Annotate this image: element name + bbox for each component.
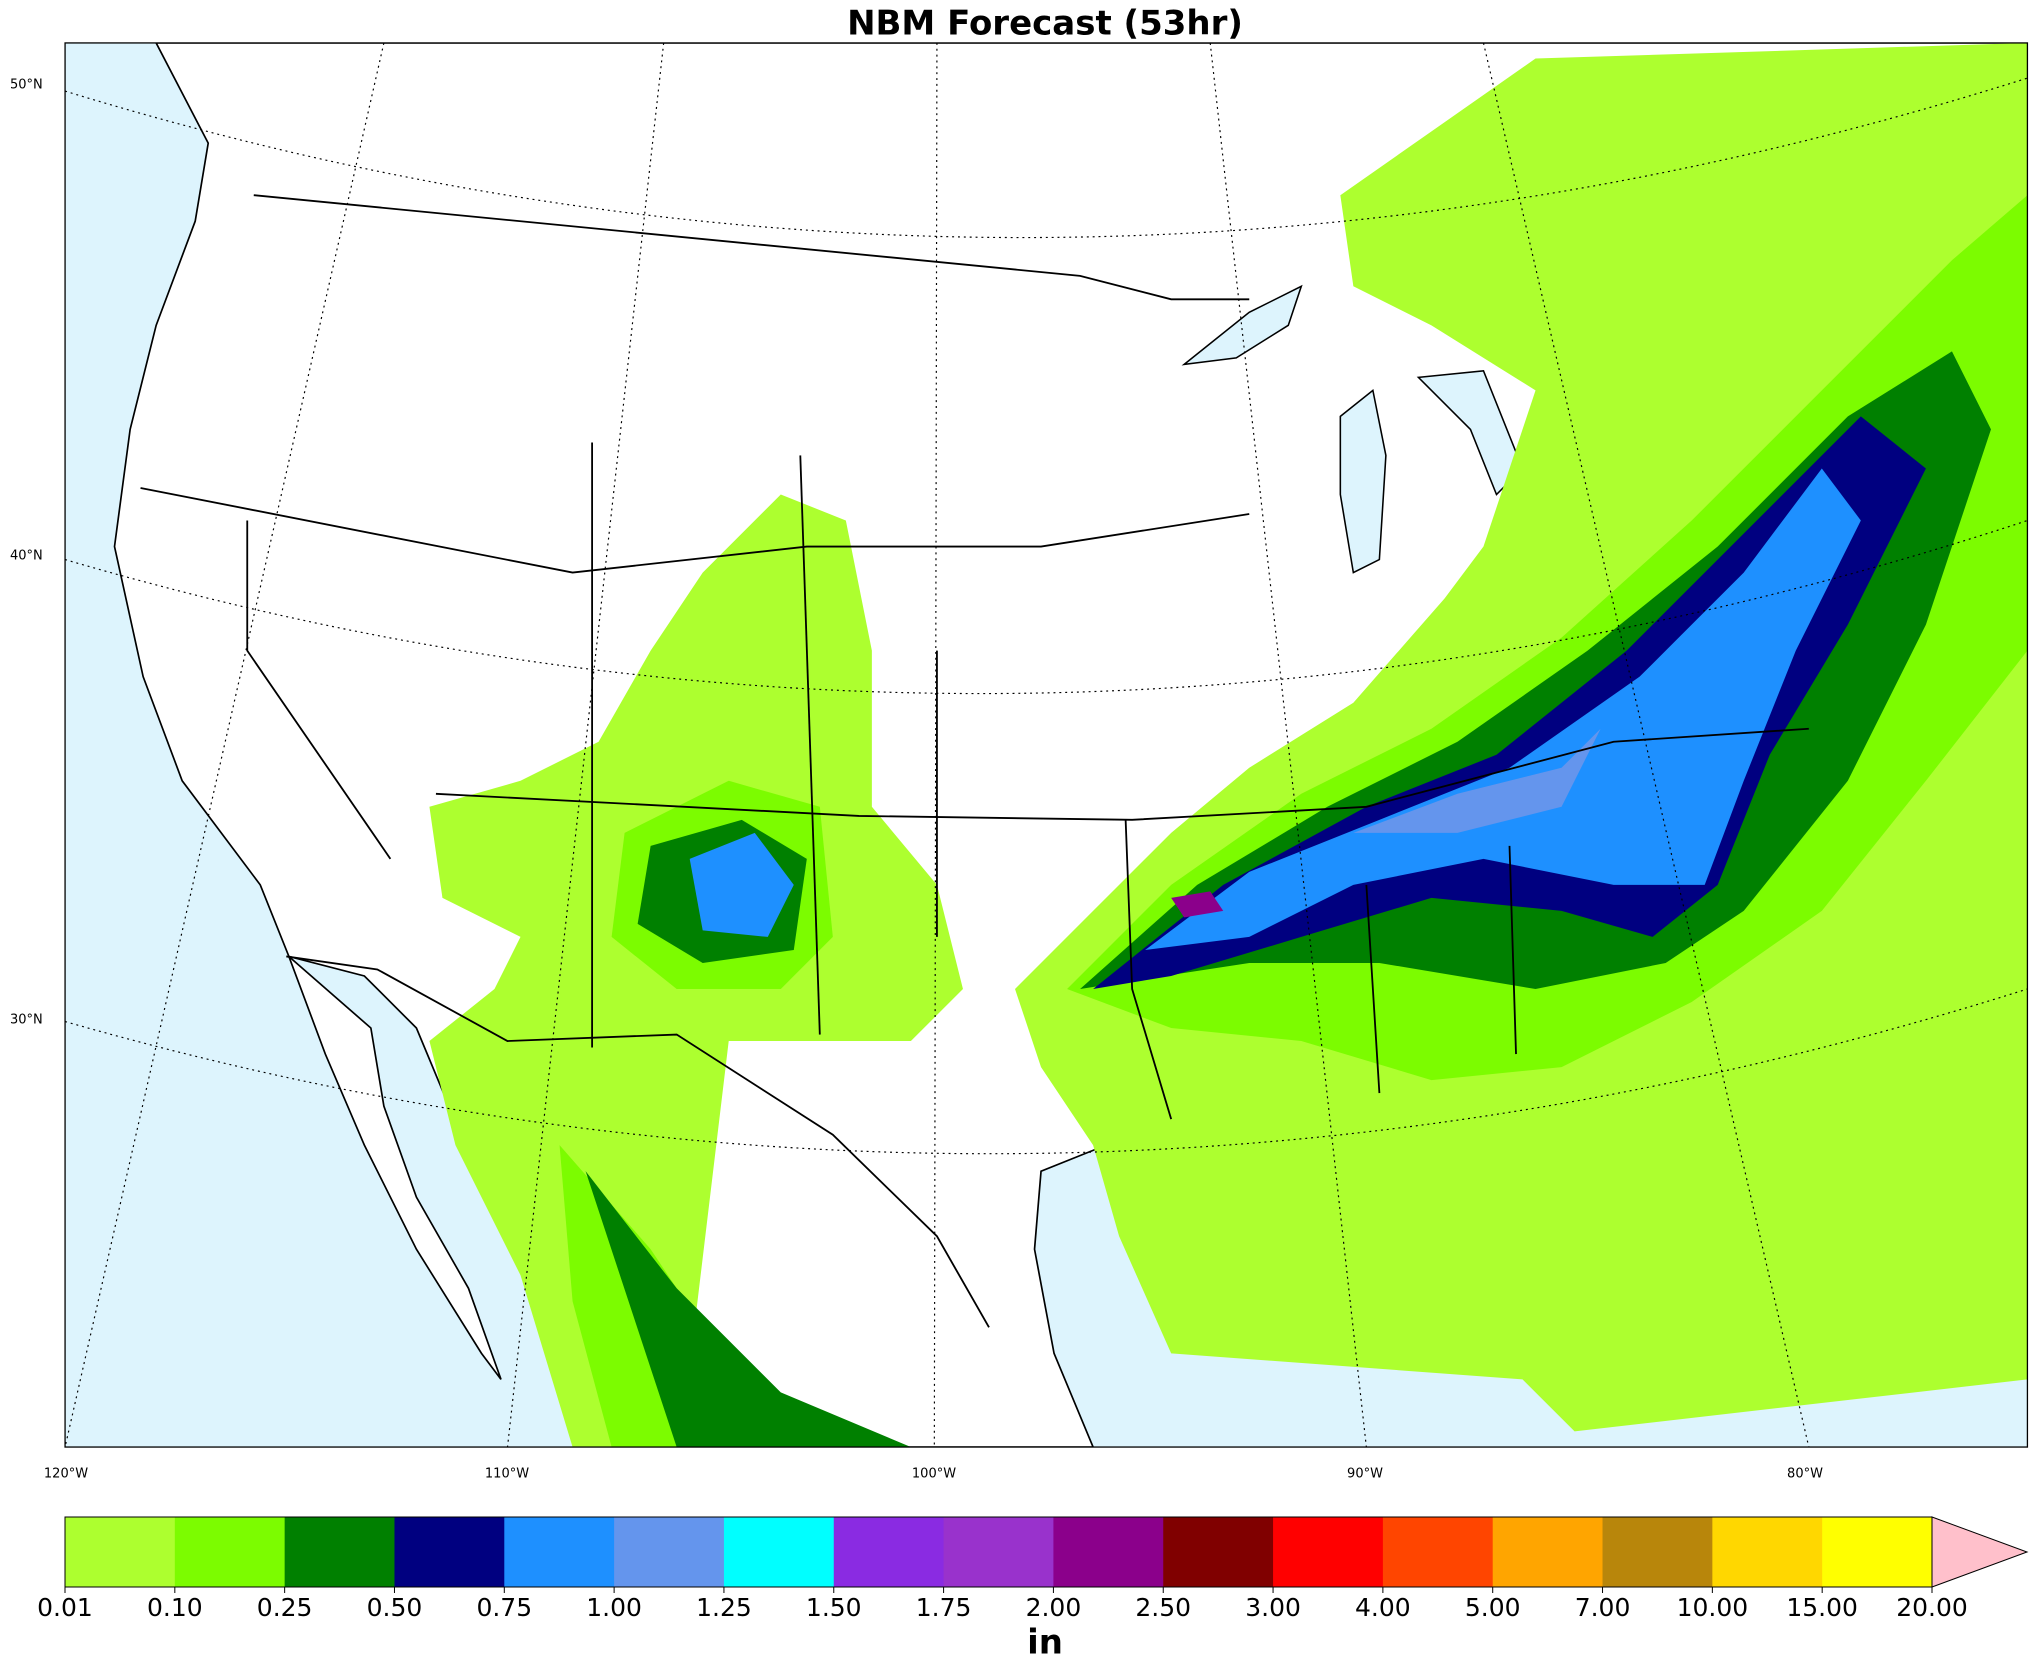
precipitation <box>429 42 2028 1448</box>
map-title: NBM Forecast (53hr) <box>847 4 1243 44</box>
baja <box>288 955 502 1380</box>
colorbar-tick-label: 5.00 <box>1465 1593 1521 1622</box>
colorbar-segment <box>504 1517 615 1587</box>
colorbar-segment <box>65 1517 176 1587</box>
colorbar-segment <box>174 1517 286 1587</box>
colorbar-segment <box>943 1517 1054 1587</box>
colorbar-tick-label: 0.25 <box>257 1593 313 1622</box>
colorbar-tick-label: 3.00 <box>1245 1593 1301 1622</box>
precip-area <box>1145 468 1861 950</box>
lon-label: 110°W <box>485 1467 529 1482</box>
colorbar-segment <box>1602 1517 1713 1587</box>
colorbar-segment <box>614 1517 725 1587</box>
colorbar-segment <box>1163 1517 1274 1587</box>
colorbar-tick-label: 0.75 <box>476 1593 532 1622</box>
map-frame <box>64 42 2029 1448</box>
lon-label: 100°W <box>912 1467 956 1482</box>
colorbar-tick-label: 0.50 <box>367 1593 423 1622</box>
precip-area <box>689 832 794 937</box>
colorbar-segment <box>1273 1517 1384 1587</box>
map <box>64 42 2029 1448</box>
colorbar-segment <box>1053 1517 1164 1587</box>
colorbar: 0.01 0.10 0.25 0.50 0.75 1.00 1.25 1.50 1.75 2.00… <box>37 1516 2029 1622</box>
colorbar-segment <box>284 1517 395 1587</box>
precip-area <box>585 1171 911 1448</box>
precip-area <box>1171 891 1224 918</box>
colorbar-segment <box>394 1517 505 1587</box>
colorbar-segment <box>1492 1517 1604 1587</box>
precip-area <box>1080 351 1991 989</box>
colorbar-segment <box>1712 1517 1823 1587</box>
colorbar-frame <box>64 1516 1933 1588</box>
lon-label: 120°W <box>44 1467 88 1482</box>
colorbar-tick-label: 0.10 <box>147 1593 203 1622</box>
lat-label: 50°N <box>10 78 43 93</box>
colorbar-extend <box>1931 1516 2029 1588</box>
graticule <box>65 42 2028 1448</box>
colorbar-segment <box>1822 1517 1933 1587</box>
colorbar-tick-label: 20.00 <box>1896 1593 1968 1622</box>
colorbar-tick-label: 0.01 <box>37 1593 93 1622</box>
lon-label: 80°W <box>1787 1467 1823 1482</box>
colorbar-tick-label: 1.50 <box>806 1593 862 1622</box>
colorbar-tick-label: 1.25 <box>696 1593 752 1622</box>
colorbar-tick-label: 7.00 <box>1575 1593 1631 1622</box>
colorbar-tick-label: 10.00 <box>1677 1593 1749 1622</box>
colorbar-segment <box>723 1517 835 1587</box>
colorbar-segment <box>1382 1517 1494 1587</box>
precip-area <box>1353 728 1601 833</box>
colorbar-tick-label: 15.00 <box>1786 1593 1858 1622</box>
colorbar-unit: in <box>1027 1623 1063 1663</box>
colorbar-tick-label: 1.75 <box>916 1593 972 1622</box>
colorbar-tick-label: 2.00 <box>1026 1593 1082 1622</box>
colorbar-segment <box>833 1517 945 1587</box>
lon-label: 90°W <box>1347 1467 1383 1482</box>
lat-label: 40°N <box>10 549 43 564</box>
state-borders <box>140 194 1809 1328</box>
lat-label: 30°N <box>10 1013 43 1028</box>
colorbar-tick-label: 1.00 <box>586 1593 642 1622</box>
colorbar-tick-label: 2.50 <box>1135 1593 1191 1622</box>
colorbar-tick-label: 4.00 <box>1355 1593 1411 1622</box>
